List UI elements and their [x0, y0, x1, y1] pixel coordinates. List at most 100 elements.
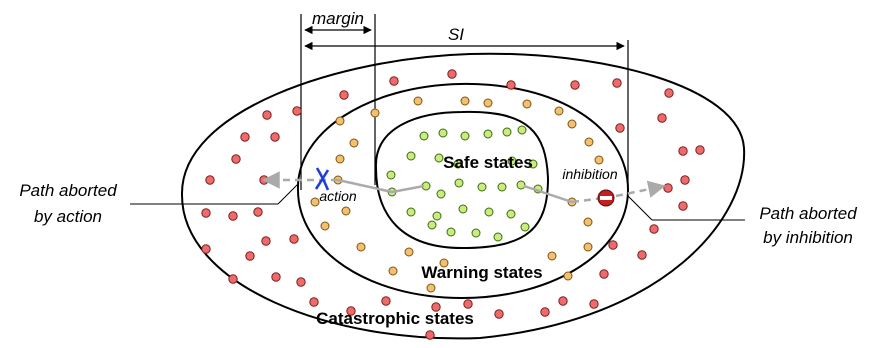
safe-state-dot [434, 153, 444, 163]
safe-state-dot [386, 170, 396, 180]
safe-state-dot [528, 159, 538, 169]
warning-state-dot [426, 283, 436, 293]
warning-state-dot [320, 221, 330, 231]
safe-state-dot [520, 222, 530, 232]
safe-state-dot [506, 209, 516, 219]
path-aborted-action-line2: by action [34, 207, 102, 226]
path-aborted-inhibition-line1: Path aborted [759, 204, 857, 223]
catastrophic-state-dot [447, 69, 457, 79]
catastrophic-state-dot [271, 272, 281, 282]
warning-state-dot [370, 108, 380, 118]
safe-state-dot [460, 131, 470, 141]
safe-state-dot [446, 227, 456, 237]
catastrophic-state-dot [425, 330, 435, 340]
safe-state-dot [432, 211, 442, 221]
catastrophic-state-dot [680, 175, 690, 185]
catastrophic-state-dots [201, 69, 705, 340]
warning-states-label: Warning states [421, 263, 542, 282]
catastrophic-state-dot [615, 123, 625, 133]
warning-state-dot [349, 138, 359, 148]
catastrophic-state-dot [657, 113, 667, 123]
catastrophic-state-dot [431, 302, 441, 312]
safe-state-dot [438, 128, 448, 138]
catastrophic-state-dot [608, 240, 618, 250]
catastrophic-state-dot [228, 274, 238, 284]
catastrophic-state-dot [678, 201, 688, 211]
warning-state-dot [341, 206, 351, 216]
blue-x-cross-icon [314, 167, 330, 191]
safe-state-dot [453, 159, 463, 169]
catastrophic-state-dot [637, 250, 647, 260]
catastrophic-state-dot [558, 296, 568, 306]
catastrophic-state-dot [463, 299, 473, 309]
catastrophic-state-dot [339, 90, 349, 100]
safe-states-label: Safe states [443, 153, 533, 172]
warning-state-dot [310, 197, 320, 207]
catastrophic-state-dot [201, 208, 211, 218]
warning-state-dot [335, 154, 345, 164]
warning-state-dot [584, 137, 594, 147]
warning-state-dots [310, 96, 604, 293]
warning-state-dot [356, 242, 366, 252]
catastrophic-state-dot [664, 88, 674, 98]
catastrophic-state-dot [663, 183, 673, 193]
catastrophic-state-dot [494, 309, 504, 319]
warning-state-dot [583, 217, 593, 227]
safe-state-dot [484, 207, 494, 217]
safe-state-dot [502, 127, 512, 137]
warning-state-dot [547, 251, 557, 261]
warning-state-dot [522, 99, 532, 109]
catastrophic-state-dot [245, 251, 255, 261]
catastrophic-state-dot [389, 76, 399, 86]
catastrophic-state-dot [231, 154, 241, 164]
catastrophic-state-dot [261, 236, 271, 246]
warning-state-dot [583, 242, 593, 252]
catastrophic-state-dot [570, 80, 580, 90]
catastrophic-state-dot [253, 207, 263, 217]
safe-state-dot [477, 182, 487, 192]
catastrophic-state-dot [309, 297, 319, 307]
catastrophic-state-dot [599, 269, 609, 279]
safe-state-dot [471, 228, 481, 238]
measure-lines [300, 14, 629, 190]
warning-state-dot [413, 96, 423, 106]
path-aborted-inhibition-line2: by inhibition [763, 228, 853, 247]
no-entry-icon [597, 189, 615, 207]
safe-state-dots [386, 125, 543, 242]
catastrophic-state-dot [262, 110, 272, 120]
catastrophic-state-dot [270, 132, 280, 142]
warning-state-dot [404, 247, 414, 257]
safe-state-dot [436, 189, 446, 199]
warning-state-dot [563, 271, 573, 281]
catastrophic-state-dot [589, 299, 599, 309]
catastrophic-state-dot [240, 132, 250, 142]
inhibition-label: inhibition [562, 166, 617, 182]
catastrophic-state-dot [695, 145, 705, 155]
safe-state-dot [507, 156, 517, 166]
safe-state-dot [427, 220, 437, 230]
catastrophic-state-dot [506, 80, 516, 90]
catastrophic-state-dot [296, 277, 306, 287]
catastrophic-state-dot [346, 306, 356, 316]
margin-label: margin [312, 9, 364, 28]
catastrophic-state-dot [612, 78, 622, 88]
catastrophic-state-dot [205, 175, 215, 185]
safe-state-dot [454, 178, 464, 188]
warning-state-dot [483, 98, 493, 108]
safe-state-dot [497, 182, 507, 192]
warning-state-dot [567, 119, 577, 129]
warning-state-dot [594, 155, 604, 165]
catastrophic-state-dot [540, 307, 550, 317]
inhibition-callout-line [627, 195, 653, 221]
catastrophic-state-dot [678, 146, 688, 156]
path-aborted-by-action [262, 171, 425, 194]
safe-state-dot [419, 131, 429, 141]
si-label: SI [448, 25, 464, 44]
safe-state-dot [483, 129, 493, 139]
action-label: action [319, 188, 357, 204]
safe-state-dot [406, 151, 416, 161]
catastrophic-state-dot [649, 224, 659, 234]
safe-state-dot [517, 125, 527, 135]
safe-state-dot [458, 204, 468, 214]
